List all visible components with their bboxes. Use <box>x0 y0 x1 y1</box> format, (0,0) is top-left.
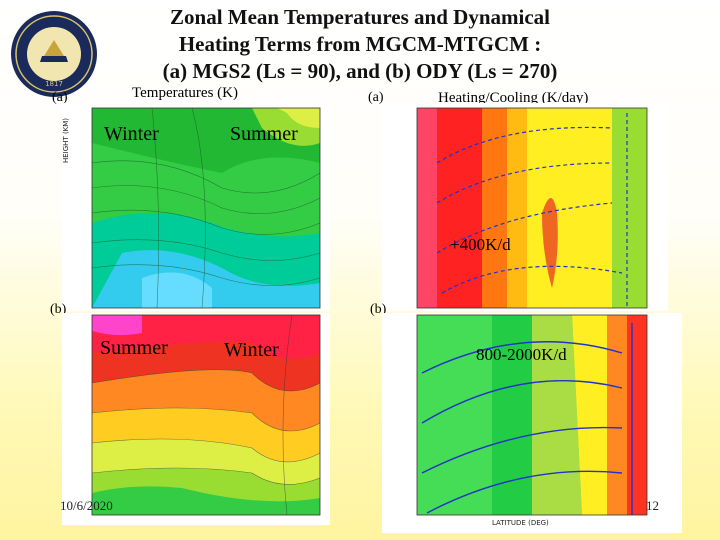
left-top-y-label: HEIGHT (KM) <box>62 117 70 163</box>
svg-text:1817: 1817 <box>45 80 63 88</box>
slide-title: Zonal Mean Temperatures and Dynamical He… <box>100 4 620 85</box>
right-bottom-note: 800-2000K/d <box>476 345 567 364</box>
right-top-tag: (a) <box>368 90 384 105</box>
left-bottom-plot: Summer Winter <box>62 313 330 525</box>
right-header: Heating/Cooling (K/day) <box>438 90 589 106</box>
right-top-plot: +400K/d <box>382 103 668 311</box>
slide-date: 10/6/2020 <box>60 498 113 513</box>
left-top-label-1: Winter <box>104 123 159 145</box>
left-bottom-label-2: Winter <box>224 339 279 361</box>
title-line-3: (a) MGS2 (Ls = 90), and (b) ODY (Ls = 27… <box>162 59 558 83</box>
left-top-plot: Winter Summer HEIGHT (KM) <box>62 103 330 311</box>
title-line-2: Heating Terms from MGCM-MTGCM : <box>178 32 542 56</box>
right-top-note: +400K/d <box>450 235 511 254</box>
left-top-tag: (a) <box>52 90 68 105</box>
title-line-1: Zonal Mean Temperatures and Dynamical <box>170 5 550 29</box>
university-seal-logo: 1817 <box>11 11 97 97</box>
right-bottom-plot: 800-2000K/d LATITUDE (DEG) <box>382 313 682 533</box>
slide-page-number: 12 <box>646 498 659 513</box>
left-header: Temperatures (K) <box>132 85 238 101</box>
right-bottom-x-label: LATITUDE (DEG) <box>492 519 549 527</box>
left-bottom-label-1: Summer <box>100 337 168 359</box>
left-top-label-2: Summer <box>230 123 298 145</box>
